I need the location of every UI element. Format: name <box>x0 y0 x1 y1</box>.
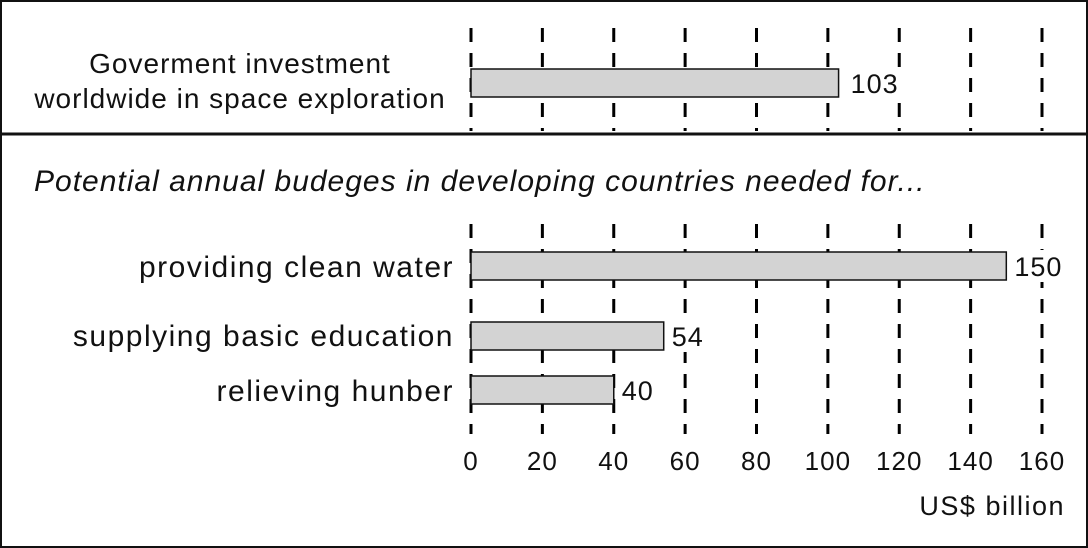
x-tick-label-160: 160 <box>1019 446 1065 476</box>
bar-supplying-basic-education <box>470 321 665 351</box>
x-tick-label-0: 0 <box>463 446 478 476</box>
x-tick-label-80: 80 <box>741 446 772 476</box>
x-tick-label-100: 100 <box>805 446 851 476</box>
bar-label-space-exploration: Goverment investment worldwide in space e… <box>33 48 445 114</box>
bars-top-panel: Goverment investment worldwide in space e… <box>33 48 905 114</box>
x-axis-tick-labels: 0 20 40 60 80 100 120 140 160 <box>463 446 1065 476</box>
x-tick-label-140: 140 <box>947 446 993 476</box>
bar-label-supplying-basic-education: supplying basic education <box>73 320 454 353</box>
x-tick-label-60: 60 <box>670 446 701 476</box>
value-label-space-exploration: 103 <box>851 69 899 99</box>
bottom-panel-subtitle: Potential annual budeges in developing c… <box>34 165 926 198</box>
value-label-bg-providing-clean-water <box>1010 250 1061 282</box>
bar-space-exploration <box>470 68 840 98</box>
bars-bottom-panel: providing clean water 150 supplying basic … <box>73 250 1062 408</box>
x-tick-label-40: 40 <box>598 446 629 476</box>
bar-providing-clean-water <box>470 251 1008 281</box>
x-axis-label: US$ billion <box>919 491 1065 521</box>
value-label-bg-supplying-basic-education <box>667 320 718 352</box>
value-label-bg-relieving-hunber <box>617 374 668 406</box>
bar-label-providing-clean-water: providing clean water <box>139 251 454 284</box>
bar-label-relieving-hunber: relieving hunber <box>217 375 454 408</box>
bar-relieving-hunber <box>470 375 615 405</box>
x-tick-label-120: 120 <box>876 446 922 476</box>
value-label-supplying-basic-education: 54 <box>672 322 704 352</box>
value-label-bg-space-exploration <box>844 67 905 99</box>
value-label-providing-clean-water: 150 <box>1014 252 1062 282</box>
x-tick-label-20: 20 <box>527 446 558 476</box>
value-label-relieving-hunber: 40 <box>622 376 654 406</box>
